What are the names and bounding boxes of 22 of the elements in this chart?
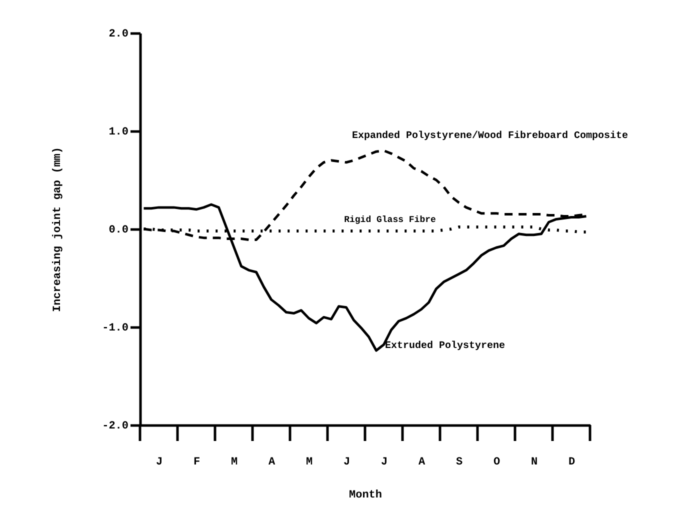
y-tick-label: 0.0 (108, 224, 128, 236)
x-tick-label: N (530, 456, 538, 468)
x-tick-label: M (230, 456, 238, 468)
x-tick-label: A (418, 456, 426, 468)
x-tick-label: J (156, 456, 163, 468)
y-tick-label: 1.0 (108, 126, 128, 138)
x-tick-label: D (568, 456, 576, 468)
x-tick-label: O (493, 456, 500, 468)
x-axis-title: Month (348, 490, 382, 502)
x-tick-label: F (193, 456, 200, 468)
y-axis-title: Increasing joint gap (mm) (52, 146, 64, 312)
series-label: Expanded Polystyrene/Wood Fibreboard Composite (352, 130, 628, 142)
x-tick-label: J (380, 456, 388, 468)
series-label: Rigid Glass Fibre (344, 215, 436, 225)
x-tick-label: A (268, 456, 276, 468)
x-tick-label: J (343, 456, 350, 468)
x-tick-label: M (306, 456, 313, 468)
y-tick-label: 2.0 (108, 28, 128, 40)
x-tick-label: S (456, 456, 463, 468)
y-tick-label: -1.0 (102, 322, 128, 334)
series-label: Extruded Polystyrene (385, 340, 506, 352)
y-tick-label: -2.0 (102, 420, 128, 432)
